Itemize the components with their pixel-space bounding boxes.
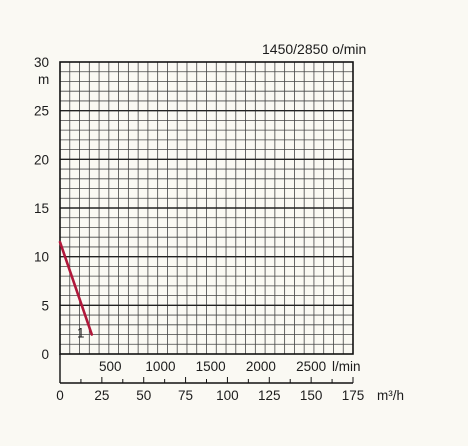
series-label-1: 1 [77, 326, 85, 341]
y-tick-label: 30 [34, 55, 49, 70]
plot-frame [59, 61, 354, 355]
axes [59, 61, 354, 384]
y-tick-label: 25 [34, 104, 49, 119]
y-tick-label: 5 [41, 298, 49, 313]
y-tick-label: 10 [34, 250, 49, 265]
y-axis-unit: m [38, 72, 49, 87]
x-lmin-tick-label: 1500 [196, 359, 226, 374]
x-lmin-tick-label: 2500 [296, 359, 326, 374]
grid [60, 62, 353, 354]
x-m3h-tick-label: 50 [136, 388, 151, 403]
y-tick-label: 15 [34, 201, 49, 216]
x-m3h-tick-label: 0 [56, 388, 64, 403]
series-line-1 [58, 240, 94, 336]
x-m3h-tick-label: 175 [342, 388, 365, 403]
chart-title: 1450/2850 o/min [262, 41, 366, 57]
x-m3h-tick-label: 100 [216, 388, 239, 403]
x-m3h-tick-label: 125 [258, 388, 281, 403]
x-lmin-tick-label: 500 [99, 359, 122, 374]
x-lmin-tick-label: 1000 [145, 359, 175, 374]
labels-layer: 1450/2850 o/min m l/min m³/h 05101520253… [34, 41, 404, 403]
x-m3h-tick-label: 25 [94, 388, 109, 403]
y-tick-label: 0 [41, 347, 49, 362]
y-tick-label: 20 [34, 152, 49, 167]
x-m3h-tick-label: 75 [178, 388, 193, 403]
x-axis-unit-m3h: m³/h [377, 388, 404, 403]
x-m3h-tick-label: 150 [300, 388, 323, 403]
x-axis-unit-lmin: l/min [332, 359, 361, 374]
series-layer [58, 240, 94, 336]
x-lmin-tick-label: 2000 [246, 359, 276, 374]
